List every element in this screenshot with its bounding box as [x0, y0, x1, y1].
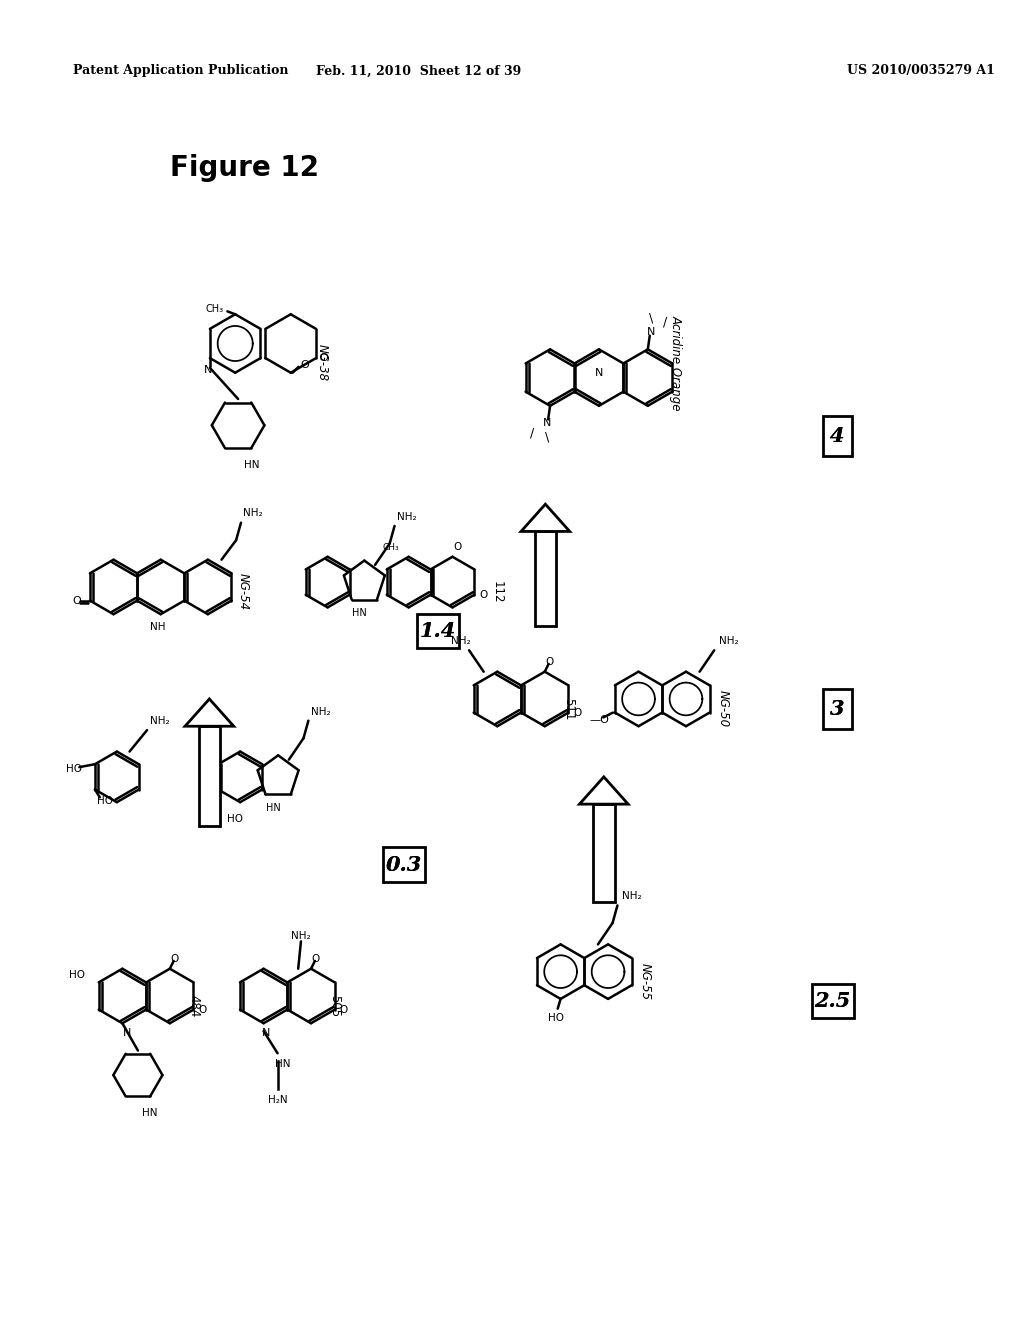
Text: HO: HO: [227, 814, 244, 824]
Text: O: O: [479, 590, 487, 599]
Polygon shape: [521, 504, 569, 532]
Text: Feb. 11, 2010  Sheet 12 of 39: Feb. 11, 2010 Sheet 12 of 39: [316, 65, 521, 78]
Text: NH: NH: [151, 622, 166, 632]
Text: Acridine Orange: Acridine Orange: [670, 315, 683, 411]
Text: 4: 4: [830, 426, 845, 446]
Bar: [823, 416, 852, 455]
Text: NH₂: NH₂: [397, 512, 417, 523]
Text: Figure 12: Figure 12: [170, 154, 319, 182]
Text: O: O: [72, 595, 81, 606]
Text: O: O: [546, 657, 554, 667]
Text: 1.4: 1.4: [420, 620, 457, 640]
Text: N: N: [262, 1028, 270, 1038]
Text: /: /: [664, 315, 668, 329]
Text: O: O: [319, 352, 328, 363]
Text: HN: HN: [244, 459, 259, 470]
Text: 2.5: 2.5: [814, 991, 851, 1011]
Text: 4: 4: [830, 426, 845, 446]
Text: US 2010/0035279 A1: US 2010/0035279 A1: [847, 65, 995, 78]
Text: HO: HO: [548, 1012, 564, 1023]
Text: O: O: [339, 1005, 347, 1015]
Text: NH₂: NH₂: [719, 635, 738, 645]
Text: /: /: [530, 426, 535, 440]
Text: O: O: [311, 954, 321, 964]
Text: 0.3: 0.3: [386, 854, 422, 875]
Text: 3: 3: [830, 698, 845, 718]
Text: CH₃: CH₃: [206, 305, 223, 314]
Polygon shape: [185, 700, 233, 726]
Text: 1.4: 1.4: [420, 620, 457, 640]
Text: N: N: [204, 364, 212, 375]
Text: HO: HO: [69, 970, 85, 979]
Text: Patent Application Publication: Patent Application Publication: [73, 65, 289, 78]
Text: HN: HN: [352, 609, 367, 619]
Bar: [417, 614, 460, 648]
Bar: [812, 983, 854, 1018]
Text: O: O: [198, 1005, 206, 1015]
Text: 511: 511: [562, 697, 574, 719]
Text: NH₂: NH₂: [150, 717, 170, 726]
Text: HO: HO: [66, 764, 82, 774]
Text: —O: —O: [590, 715, 609, 726]
Text: HN: HN: [274, 1059, 290, 1069]
Text: O: O: [573, 708, 582, 718]
Text: N: N: [595, 368, 603, 378]
Text: HN: HN: [266, 804, 281, 813]
Text: HN: HN: [142, 1107, 158, 1118]
Bar: [535, 532, 556, 626]
Polygon shape: [580, 777, 628, 804]
Text: NG-50: NG-50: [717, 690, 730, 727]
Text: HO: HO: [96, 796, 113, 807]
Text: 112: 112: [490, 581, 504, 603]
Text: \: \: [648, 312, 653, 325]
Text: NH₂: NH₂: [311, 708, 331, 717]
Text: NG-55: NG-55: [639, 962, 652, 1001]
Text: O: O: [300, 360, 308, 370]
Text: NG-38: NG-38: [315, 345, 329, 381]
Text: 484: 484: [187, 994, 200, 1016]
Text: \: \: [545, 430, 549, 444]
Bar: [593, 804, 614, 902]
Text: NH₂: NH₂: [291, 931, 310, 941]
Text: NG-54: NG-54: [237, 573, 250, 610]
Bar: [199, 726, 220, 825]
Text: N: N: [123, 1028, 131, 1038]
Text: 505: 505: [329, 995, 341, 1016]
Text: H₂N: H₂N: [267, 1094, 288, 1105]
Text: NH₂: NH₂: [452, 635, 471, 645]
Text: N: N: [646, 327, 655, 337]
Bar: [383, 847, 425, 882]
Text: 3: 3: [830, 698, 845, 718]
Text: N: N: [543, 418, 551, 429]
Text: 0.3: 0.3: [386, 854, 422, 875]
Bar: [823, 689, 852, 729]
Text: 2.5: 2.5: [814, 991, 851, 1011]
Text: NH₂: NH₂: [243, 508, 262, 517]
Text: NH₂: NH₂: [623, 891, 642, 900]
Text: O: O: [454, 543, 462, 552]
Text: O: O: [171, 954, 179, 964]
Text: CH₃: CH₃: [383, 543, 399, 552]
